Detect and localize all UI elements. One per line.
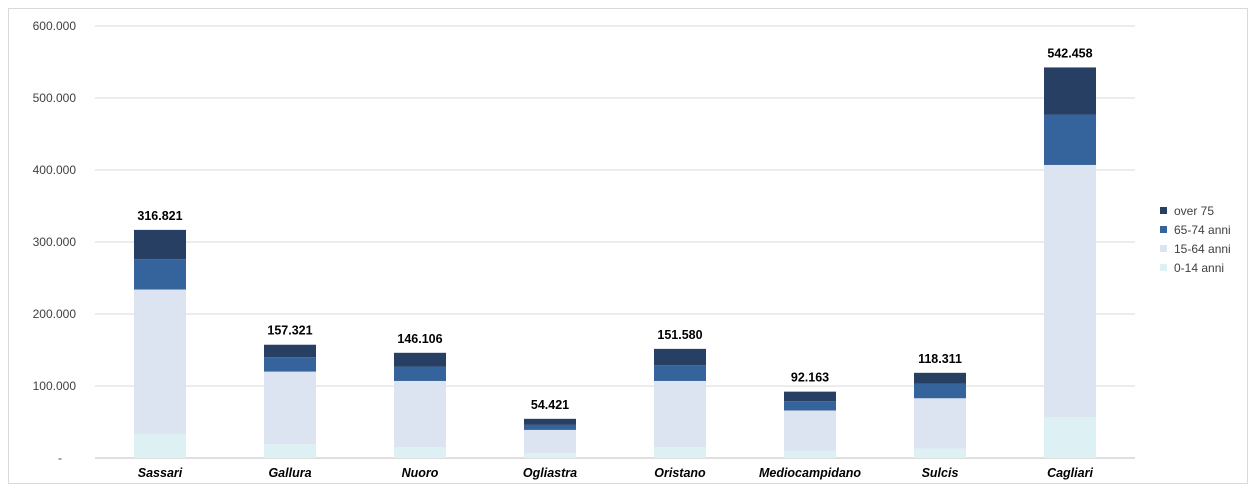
total-label: 542.458 xyxy=(1047,46,1092,60)
x-category-label: Nuoro xyxy=(402,466,439,480)
bar-segment xyxy=(784,410,836,451)
x-category-label: Gallura xyxy=(268,466,311,480)
bar-segment xyxy=(264,444,316,458)
bar-segment xyxy=(1044,164,1096,417)
y-tick-label: - xyxy=(58,451,62,465)
legend-label: 65-74 anni xyxy=(1174,223,1231,237)
x-category-label: Cagliari xyxy=(1047,466,1093,480)
y-tick-label: 300.000 xyxy=(33,235,77,249)
x-category-label: Sassari xyxy=(138,466,183,480)
y-tick-label: 400.000 xyxy=(33,163,77,177)
legend-swatch xyxy=(1160,264,1167,271)
x-category-label: Mediocampidano xyxy=(759,466,861,480)
legend-swatch xyxy=(1160,207,1167,214)
bar-segment xyxy=(654,348,706,366)
x-category-label: Ogliastra xyxy=(523,466,577,480)
total-label: 54.421 xyxy=(531,398,569,412)
total-label: 92.163 xyxy=(791,371,829,385)
bar-segment xyxy=(1044,67,1096,115)
bar-segment xyxy=(134,289,186,435)
bar-segment xyxy=(394,352,446,367)
total-label: 118.311 xyxy=(918,352,962,366)
bar-segment xyxy=(1044,416,1096,458)
legend-label: 0-14 anni xyxy=(1174,261,1224,275)
bar-segment xyxy=(914,372,966,384)
bar-segment xyxy=(394,447,446,458)
bar-segment xyxy=(654,365,706,381)
bar-segment xyxy=(654,447,706,458)
y-tick-label: 600.000 xyxy=(33,19,77,33)
bar-segment xyxy=(134,229,186,260)
bar-segment xyxy=(914,383,966,399)
total-label: 157.321 xyxy=(267,324,312,338)
bar-segment xyxy=(264,357,316,372)
bar-segment xyxy=(264,344,316,358)
y-tick-label: 500.000 xyxy=(33,91,77,105)
bar-segment xyxy=(784,450,836,458)
bar-segment xyxy=(134,434,186,458)
y-tick-label: 200.000 xyxy=(33,307,77,321)
total-label: 146.106 xyxy=(397,332,442,346)
bar-segment xyxy=(524,429,576,453)
x-category-label: Sulcis xyxy=(922,466,959,480)
bar-segment xyxy=(394,380,446,448)
legend-label: over 75 xyxy=(1174,204,1214,218)
bar-segment xyxy=(524,418,576,425)
x-category-label: Oristano xyxy=(654,466,706,480)
legend-swatch xyxy=(1160,226,1167,233)
total-label: 151.580 xyxy=(657,328,702,342)
bar-segment xyxy=(784,391,836,402)
chart-frame xyxy=(8,8,1248,484)
y-tick-label: 100.000 xyxy=(33,379,77,393)
bar-segment xyxy=(134,259,186,290)
bar-segment xyxy=(914,398,966,449)
legend-label: 15-64 anni xyxy=(1174,242,1231,256)
bar-segment xyxy=(394,366,446,381)
bar-segment xyxy=(784,401,836,411)
bar-segment xyxy=(524,452,576,458)
bar-segment xyxy=(654,380,706,448)
bar-segment xyxy=(264,371,316,445)
total-label: 316.821 xyxy=(137,209,182,223)
bar-segment xyxy=(524,424,576,430)
legend-swatch xyxy=(1160,245,1167,252)
bar-segment xyxy=(1044,114,1096,165)
bar-segment xyxy=(914,448,966,458)
